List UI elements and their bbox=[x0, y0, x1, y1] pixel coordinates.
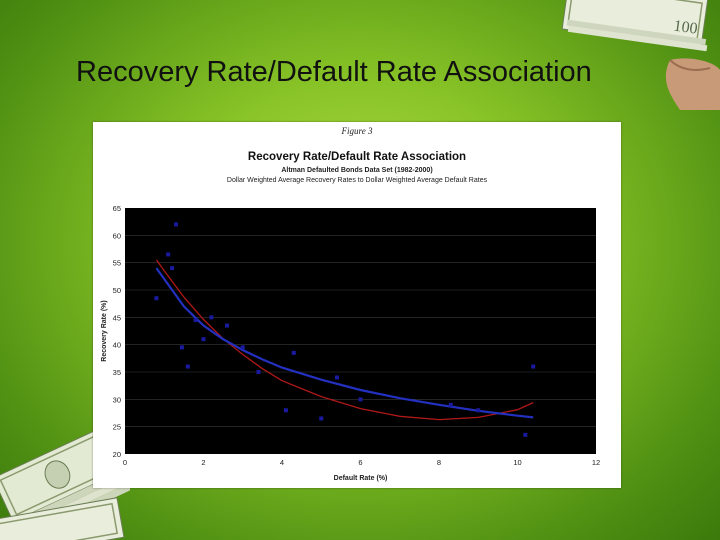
x-tick-label: 2 bbox=[201, 458, 205, 467]
chart-title: Recovery Rate/Default Rate Association bbox=[247, 151, 467, 163]
plot-area bbox=[125, 208, 596, 454]
hand-holding-cash-icon: 100 bbox=[561, 0, 720, 110]
scatter-chart: 20 25 30 35 40 45 50 55 60 65 0 2 4 6 8 10 12 Default Rat… bbox=[101, 204, 600, 482]
data-point bbox=[319, 416, 324, 421]
data-point bbox=[174, 222, 179, 227]
svg-text:100: 100 bbox=[672, 18, 698, 38]
y-tick-label: 50 bbox=[113, 286, 121, 295]
data-point bbox=[448, 402, 453, 407]
data-point bbox=[201, 337, 206, 342]
data-point bbox=[166, 252, 171, 257]
y-axis-label: Recovery Rate (%) bbox=[101, 300, 108, 361]
data-point bbox=[154, 296, 159, 301]
y-tick-label: 45 bbox=[113, 313, 121, 322]
y-tick-label: 30 bbox=[113, 395, 121, 404]
money-stack-icon bbox=[0, 426, 130, 540]
y-tick-label: 40 bbox=[113, 341, 121, 350]
data-point bbox=[476, 408, 481, 413]
data-point bbox=[334, 375, 339, 380]
data-point bbox=[225, 323, 230, 328]
fitted-curve-line bbox=[155, 267, 534, 419]
y-tick-label: 55 bbox=[113, 259, 121, 268]
x-tick-label: 4 bbox=[280, 458, 284, 467]
x-tick-label: 0 bbox=[123, 458, 127, 467]
data-point bbox=[523, 432, 528, 437]
y-tick-label: 35 bbox=[113, 368, 121, 377]
data-point bbox=[283, 408, 288, 413]
x-tick-label: 8 bbox=[437, 458, 441, 467]
data-point bbox=[531, 364, 536, 369]
data-point bbox=[291, 350, 296, 355]
data-point bbox=[193, 318, 198, 323]
x-axis-label: Default Rate (%) bbox=[334, 475, 388, 482]
x-tick-label: 12 bbox=[592, 458, 600, 467]
y-tick-label: 65 bbox=[113, 204, 121, 213]
slide-title: Recovery Rate/Default Rate Association bbox=[76, 56, 592, 88]
chart-subtitle: Altman Defaulted Bonds Data Set (1982-20… bbox=[281, 167, 433, 174]
y-tick-label: 60 bbox=[113, 231, 121, 240]
data-point bbox=[170, 266, 175, 271]
figure-label: Figure 3 bbox=[341, 126, 373, 136]
data-point bbox=[240, 345, 245, 350]
fitted-curve-line bbox=[155, 259, 534, 421]
x-tick-label: 6 bbox=[358, 458, 362, 467]
y-tick-label: 25 bbox=[113, 423, 121, 432]
data-point bbox=[179, 345, 184, 350]
chart-subtitle-2: Dollar Weighted Average Recovery Rates t… bbox=[226, 177, 488, 184]
data-point bbox=[358, 397, 363, 402]
data-point bbox=[256, 370, 261, 374]
data-point bbox=[185, 364, 190, 369]
data-point bbox=[209, 315, 214, 320]
x-tick-label: 10 bbox=[513, 458, 521, 467]
y-tick-label: 20 bbox=[113, 450, 121, 459]
chart-figure: Figure 3 Recovery Rate/Default Rate Asso… bbox=[93, 122, 621, 488]
